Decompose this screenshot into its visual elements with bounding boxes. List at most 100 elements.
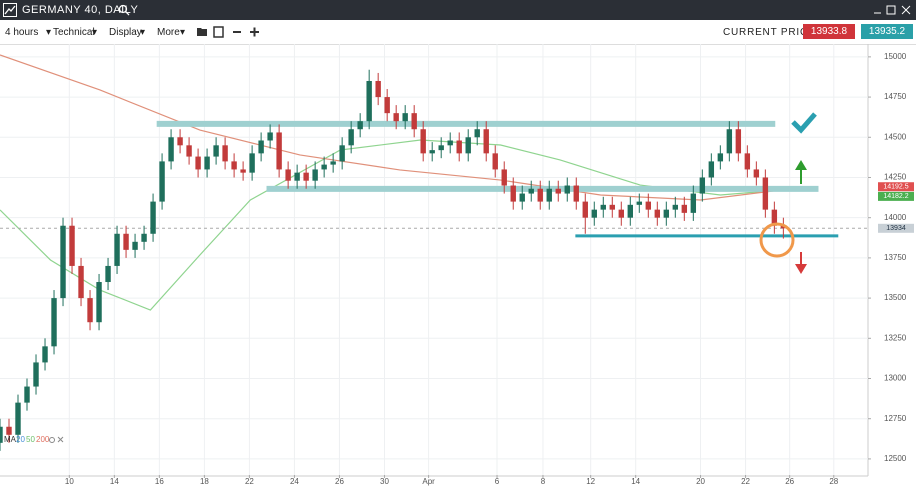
candle-body bbox=[321, 164, 327, 170]
y-tick-label: 13000 bbox=[884, 374, 907, 383]
candle-body bbox=[501, 169, 507, 186]
indicator-period: 200 bbox=[36, 435, 50, 444]
candle-body bbox=[348, 129, 354, 146]
candle-body bbox=[762, 177, 769, 210]
x-tick-label: 20 bbox=[696, 477, 705, 486]
candle-body bbox=[132, 241, 138, 250]
search-icon[interactable] bbox=[118, 4, 130, 16]
candle-body bbox=[600, 204, 606, 210]
y-tick-label: 12500 bbox=[884, 454, 907, 463]
candle-body bbox=[420, 129, 426, 154]
y-tick-label: 14000 bbox=[884, 213, 907, 222]
candle-body bbox=[780, 225, 787, 229]
candle-body bbox=[645, 201, 651, 210]
current-price-label: CURRENT PRICE: bbox=[723, 27, 820, 38]
buy-price[interactable]: 13935.2 bbox=[861, 24, 913, 39]
candle-body bbox=[519, 193, 525, 202]
price-tag bbox=[878, 191, 914, 201]
candle-body bbox=[564, 185, 570, 194]
candle-body bbox=[168, 137, 174, 162]
y-tick-label: 14500 bbox=[884, 132, 907, 141]
caret: ▾ bbox=[180, 27, 186, 38]
title-bar: GERMANY 40, DAILY bbox=[0, 0, 916, 20]
candle-body bbox=[672, 204, 679, 210]
candle-body bbox=[60, 225, 66, 299]
candle-body bbox=[366, 80, 372, 122]
x-tick-label: 10 bbox=[65, 477, 74, 486]
price-tag bbox=[878, 182, 914, 192]
candle-body bbox=[555, 188, 561, 194]
interval-menu[interactable]: 4 hours bbox=[5, 27, 39, 38]
candle-body bbox=[429, 150, 435, 154]
candle-body bbox=[204, 156, 210, 170]
chart: 12500 12750 13000 13250 13500 13750 14000 14250… bbox=[0, 44, 914, 486]
candle-body bbox=[42, 346, 48, 363]
x-tick-label: 8 bbox=[541, 477, 546, 486]
y-tick-label: 12750 bbox=[884, 414, 907, 423]
caret: ▾ bbox=[140, 27, 146, 38]
y-tick-label: 13500 bbox=[884, 293, 907, 302]
indicator-label: MA bbox=[4, 435, 17, 444]
candle-body bbox=[438, 145, 444, 151]
display-menu[interactable]: Display bbox=[109, 27, 142, 38]
candle-body bbox=[654, 209, 661, 218]
x-tick-label: 22 bbox=[245, 477, 254, 486]
x-tick-label: 26 bbox=[335, 477, 344, 486]
candle-body bbox=[636, 201, 642, 205]
candle-body bbox=[240, 169, 246, 173]
moving-average bbox=[0, 54, 781, 201]
candle-body bbox=[474, 129, 480, 138]
candle-body bbox=[708, 161, 715, 178]
candle-body bbox=[510, 185, 516, 202]
candle-body bbox=[699, 177, 706, 194]
candle-body bbox=[294, 172, 300, 181]
x-tick-label: 16 bbox=[155, 477, 164, 486]
more-menu[interactable]: More bbox=[157, 27, 180, 38]
candle-body bbox=[690, 193, 697, 213]
y-tick-label: 14750 bbox=[884, 92, 907, 101]
candle-body bbox=[456, 140, 462, 154]
candle-body bbox=[231, 161, 237, 170]
candle-body bbox=[150, 201, 156, 234]
candle-body bbox=[249, 153, 255, 173]
window-controls[interactable] bbox=[872, 3, 912, 17]
candle-body bbox=[303, 172, 309, 181]
candle-body bbox=[33, 362, 39, 387]
sell-price[interactable]: 13933.8 bbox=[803, 24, 855, 39]
candle-body bbox=[618, 209, 624, 218]
candle-body bbox=[87, 298, 93, 323]
candle-body bbox=[96, 282, 102, 323]
price-tag-label: 14182.2 bbox=[883, 193, 908, 200]
moving-average bbox=[0, 139, 781, 311]
candle-body bbox=[141, 233, 147, 242]
candle-body bbox=[159, 161, 165, 202]
x-tick-label: 26 bbox=[785, 477, 794, 486]
y-tick-label: 13750 bbox=[884, 253, 907, 262]
candle-body bbox=[357, 121, 363, 130]
caret: ▾ bbox=[92, 27, 98, 38]
candle-body bbox=[726, 129, 733, 154]
price-tag-label: 13934 bbox=[886, 225, 906, 232]
candle-body bbox=[627, 204, 633, 218]
candle-body bbox=[51, 298, 57, 347]
logo bbox=[3, 3, 17, 17]
candle-body bbox=[771, 209, 778, 226]
candle-body bbox=[735, 129, 742, 154]
candle-body bbox=[186, 145, 192, 157]
candle-body bbox=[402, 113, 408, 122]
candle-body bbox=[312, 169, 318, 181]
tool-icons[interactable] bbox=[196, 25, 266, 39]
candle-body bbox=[0, 426, 3, 443]
x-tick-label: 30 bbox=[380, 477, 389, 486]
y-tick-label: 14250 bbox=[884, 173, 907, 182]
indicator-period: 50 bbox=[26, 435, 35, 444]
indicator-period: 20 bbox=[16, 435, 25, 444]
candle-body bbox=[393, 113, 399, 122]
x-tick-label: 6 bbox=[495, 477, 500, 486]
candle-body bbox=[384, 97, 390, 114]
candle-body bbox=[285, 169, 291, 181]
candle-body bbox=[375, 80, 381, 98]
candle-body bbox=[609, 204, 615, 210]
technical-menu[interactable]: Technical bbox=[53, 27, 95, 38]
